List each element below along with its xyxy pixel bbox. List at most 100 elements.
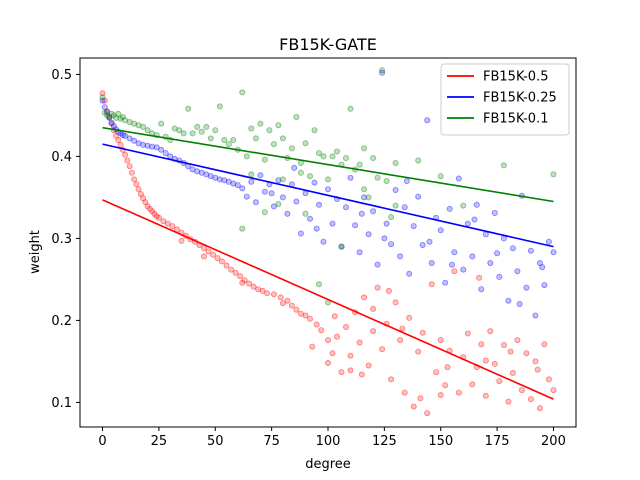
data-point-series-2-51 — [306, 173, 313, 180]
data-point-series-1-59 — [342, 204, 349, 211]
data-point-series-0-76 — [397, 337, 404, 344]
data-point-series-1-96 — [509, 245, 516, 252]
data-point-series-0-55 — [297, 310, 304, 317]
data-point-series-1-15 — [144, 142, 151, 149]
data-point-series-0-86 — [442, 382, 449, 389]
data-point-series-2-86 — [279, 176, 286, 183]
data-point-series-0-8 — [117, 141, 124, 148]
data-point-series-1-105 — [550, 249, 557, 256]
data-point-series-0-95 — [482, 392, 489, 399]
data-point-series-1-16 — [149, 143, 156, 150]
data-point-series-2-22 — [176, 127, 183, 134]
data-point-series-1-102 — [536, 259, 543, 266]
data-point-series-2-81 — [437, 173, 444, 180]
data-point-series-0-57 — [306, 315, 313, 322]
data-point-series-2-41 — [261, 156, 268, 163]
data-point-series-1-112 — [426, 238, 433, 245]
data-point-series-0-109 — [545, 376, 552, 383]
data-point-series-0-97 — [491, 360, 498, 367]
y-tick-label-2: 0.3 — [51, 232, 72, 247]
data-point-series-1-109 — [358, 210, 365, 217]
data-point-series-1-75 — [415, 193, 422, 200]
data-point-series-1-71 — [397, 253, 404, 260]
data-point-series-0-126 — [437, 391, 444, 398]
data-point-series-1-67 — [379, 69, 386, 76]
data-point-series-1-11 — [126, 135, 133, 142]
data-point-series-2-64 — [365, 194, 372, 201]
data-point-series-0-19 — [142, 199, 149, 206]
data-point-series-1-58 — [338, 243, 345, 250]
data-point-series-1-54 — [320, 238, 327, 245]
data-point-series-0-115 — [309, 343, 316, 350]
data-point-series-0-27 — [164, 220, 171, 227]
y-tick-label-1: 0.2 — [51, 314, 72, 329]
data-point-series-0-99 — [500, 341, 507, 348]
data-point-series-2-11 — [126, 119, 133, 126]
data-point-series-1-10 — [122, 132, 129, 139]
data-point-series-2-52 — [311, 127, 318, 134]
data-point-series-2-78 — [361, 186, 368, 193]
data-point-series-0-77 — [401, 389, 408, 396]
data-point-series-1-4 — [108, 119, 115, 126]
data-point-series-2-21 — [171, 125, 178, 132]
data-point-series-2-9 — [119, 114, 126, 121]
data-point-series-2-26 — [194, 123, 201, 130]
data-point-series-1-113 — [448, 261, 455, 268]
x-tick-label-3: 75 — [263, 434, 280, 449]
axes: 0 25 50 75 100 125 150 175 200 0.1 0.2 0.3 0.4 0.5 — [51, 57, 577, 449]
data-point-series-1-44 — [275, 177, 282, 184]
data-point-series-2-3 — [106, 114, 113, 121]
data-point-series-1-36 — [239, 185, 246, 192]
data-point-series-2-18 — [158, 120, 165, 127]
data-point-series-0-96 — [487, 328, 494, 335]
data-point-series-0-60 — [324, 337, 331, 344]
data-point-series-0-104 — [523, 350, 530, 357]
data-point-series-0-107 — [536, 405, 543, 412]
data-point-series-0-111 — [178, 237, 185, 244]
data-point-series-1-61 — [352, 222, 359, 229]
data-point-series-0-26 — [160, 218, 167, 225]
data-point-series-1-99 — [523, 284, 530, 291]
data-point-series-1-56 — [329, 220, 336, 227]
data-point-series-2-79 — [392, 202, 399, 209]
data-point-series-2-38 — [248, 125, 255, 132]
data-point-series-0-71 — [374, 284, 381, 291]
data-point-series-1-45 — [279, 194, 286, 201]
data-point-series-2-82 — [460, 202, 467, 209]
data-point-series-0-125 — [370, 305, 377, 312]
data-point-series-0-67 — [356, 339, 363, 346]
data-point-series-0-75 — [392, 299, 399, 306]
data-point-series-2-56 — [329, 153, 336, 160]
data-point-series-1-55 — [324, 186, 331, 193]
data-point-series-2-10 — [122, 117, 129, 124]
legend-label-0: FB15K-0.5 — [483, 70, 548, 85]
data-point-series-2-59 — [342, 154, 349, 161]
data-point-series-1-5 — [110, 123, 117, 130]
data-point-series-2-13 — [135, 122, 142, 129]
data-point-series-2-72 — [261, 209, 268, 216]
points-layer — [99, 67, 557, 417]
data-point-series-2-77 — [338, 243, 345, 250]
data-point-series-1-76 — [419, 241, 426, 248]
data-point-series-0-36 — [205, 248, 212, 255]
data-point-series-2-27 — [198, 128, 205, 135]
legend-label-1: FB15K-0.25 — [483, 91, 557, 106]
data-point-series-1-62 — [356, 249, 363, 256]
data-point-series-0-49 — [264, 290, 271, 297]
data-point-series-0-20 — [144, 203, 151, 210]
data-point-series-0-3 — [106, 114, 113, 121]
x-tick-label-6: 150 — [428, 434, 453, 449]
data-point-series-0-121 — [476, 274, 483, 281]
data-point-series-0-41 — [228, 266, 235, 273]
x-tick-label-2: 50 — [207, 434, 224, 449]
data-point-series-0-69 — [365, 362, 372, 369]
data-point-series-0-117 — [358, 371, 365, 378]
data-point-series-1-84 — [455, 175, 462, 182]
data-point-series-2-24 — [185, 105, 192, 112]
data-point-series-0-47 — [255, 286, 262, 293]
x-tick-label-4: 100 — [316, 434, 341, 449]
data-point-series-0-1 — [101, 97, 108, 104]
data-point-series-2-8 — [117, 115, 124, 122]
data-point-series-1-35 — [234, 182, 241, 189]
data-point-series-2-43 — [270, 141, 277, 148]
